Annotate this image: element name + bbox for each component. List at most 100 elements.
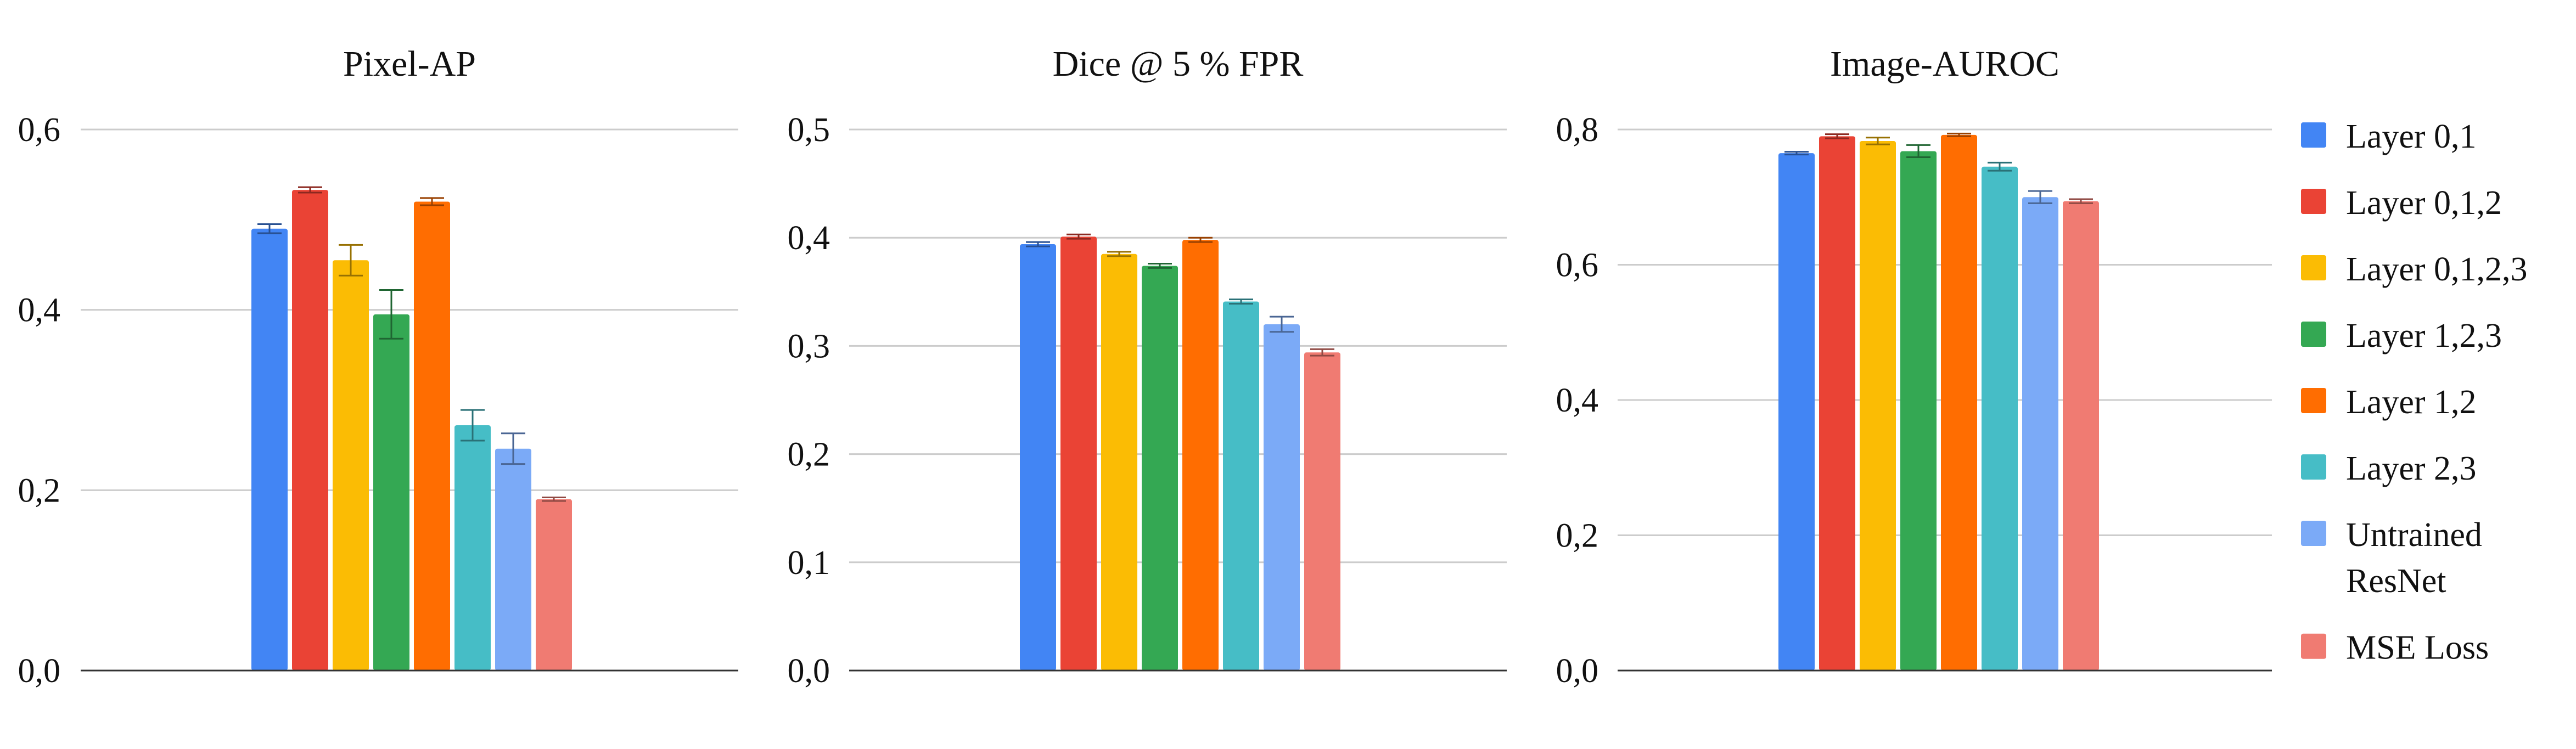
legend-swatch	[2301, 122, 2326, 148]
legend-swatch	[2301, 189, 2326, 214]
error-bar	[298, 186, 322, 194]
y-tick-label: 0,6	[1556, 247, 1599, 284]
bar	[1060, 236, 1097, 671]
bar	[1982, 166, 2018, 671]
y-tick-label: 0,0	[1556, 652, 1599, 690]
bar	[333, 260, 369, 671]
legend-label-line: Layer 0,1,2,3	[2346, 251, 2528, 288]
bar	[2063, 201, 2099, 671]
legend-swatch	[2301, 322, 2326, 347]
error-bar	[1866, 137, 1890, 145]
bar	[536, 499, 572, 671]
panel-2: Dice @ 5 % FPR 0,0 0,1 0,2 0,3 0,4 0,5	[788, 44, 1507, 690]
legend-swatch	[2301, 633, 2326, 659]
error-bar	[257, 223, 282, 234]
legend-label-line: Untrained	[2346, 516, 2482, 554]
y-tick-label: 0,3	[788, 328, 830, 365]
bar	[1778, 153, 1815, 671]
bar	[1304, 352, 1340, 671]
legend-swatch	[2301, 388, 2326, 413]
legend-label-line: Layer 0,1,2	[2346, 184, 2502, 222]
error-bar	[1148, 263, 1172, 269]
legend-label: Layer 0,1,2,3	[2346, 251, 2528, 288]
y-tick-label: 0,5	[788, 111, 830, 149]
error-bar	[1310, 348, 1334, 357]
error-bar	[2028, 190, 2052, 204]
legend-label: Layer 0,1	[2346, 118, 2477, 155]
legend-item: Layer 0,1,2,3	[2301, 251, 2528, 288]
bar	[1264, 324, 1300, 671]
error-bar	[1270, 316, 1294, 333]
y-tick-label: 0,2	[788, 436, 830, 474]
error-bar	[1825, 133, 1849, 139]
bar	[1860, 140, 1896, 671]
bar	[292, 190, 328, 671]
error-bar	[1229, 299, 1253, 305]
legend-label: MSE Loss	[2346, 629, 2489, 667]
error-bar	[1947, 132, 1971, 137]
legend-label-line: Layer 1,2,3	[2346, 317, 2502, 354]
y-tick-label: 0,4	[18, 292, 61, 329]
bar	[1819, 136, 1855, 671]
panel-1: Pixel-AP 0,0 0,2 0,4 0,6	[18, 44, 738, 690]
legend-label-line: MSE Loss	[2346, 629, 2489, 667]
bar	[1020, 244, 1056, 671]
legend-item: Layer 0,1,2	[2301, 184, 2502, 222]
y-tick-label: 0,1	[788, 544, 830, 582]
error-bar	[1026, 241, 1050, 247]
error-bar	[461, 409, 485, 442]
error-bar	[542, 496, 566, 502]
legend-item: Layer 0,1	[2301, 118, 2477, 155]
legend-label: Untrained ResNet	[2346, 516, 2482, 600]
legend-label-line: Layer 2,3	[2346, 450, 2477, 487]
error-bar	[1107, 251, 1131, 257]
y-tick-label: 0,0	[788, 652, 830, 690]
chart-title: Dice @ 5 % FPR	[1053, 44, 1304, 84]
y-tick-label: 0,6	[18, 111, 61, 149]
y-tick-label: 0,8	[1556, 111, 1599, 149]
legend-label-line: Layer 0,1	[2346, 118, 2477, 155]
error-bar	[501, 432, 525, 465]
legend-label: Layer 0,1,2	[2346, 184, 2502, 222]
y-tick-label: 0,2	[1556, 517, 1599, 555]
bar	[373, 314, 409, 671]
bar	[1941, 134, 1977, 671]
error-bar	[379, 289, 403, 340]
legend-label: Layer 1,2,3	[2346, 317, 2502, 354]
bar	[414, 201, 450, 671]
legend-swatch	[2301, 255, 2326, 280]
legend-swatch	[2301, 454, 2326, 480]
error-bar	[1188, 236, 1213, 243]
bar	[251, 228, 288, 671]
panel-3: Image-AUROC 0,0 0,2 0,4 0,6 0,8	[1556, 44, 2272, 690]
chart-title: Pixel-AP	[343, 44, 476, 84]
legend-item: Untrained ResNet	[2301, 516, 2482, 600]
legend-item: Layer 2,3	[2301, 450, 2477, 487]
bar	[2022, 197, 2058, 671]
bar	[495, 448, 531, 671]
legend-item: Layer 1,2,3	[2301, 317, 2502, 354]
legend: Layer 0,1 Layer 0,1,2 Layer 0,1,2,3 Layer 1…	[2301, 118, 2528, 667]
legend-label: Layer 1,2	[2346, 384, 2477, 421]
bar	[454, 425, 491, 671]
y-tick-label: 0,4	[1556, 382, 1599, 419]
legend-label-line: ResNet	[2346, 562, 2446, 600]
y-tick-label: 0,0	[18, 652, 61, 690]
y-tick-label: 0,2	[18, 472, 61, 509]
legend-label-line: Layer 1,2	[2346, 384, 2477, 421]
error-bar	[339, 244, 363, 277]
legend-label: Layer 2,3	[2346, 450, 2477, 487]
bar	[1900, 151, 1937, 671]
legend-swatch	[2301, 521, 2326, 546]
legend-item: Layer 1,2	[2301, 384, 2477, 421]
error-bar	[420, 197, 444, 206]
bar	[1101, 254, 1137, 671]
error-bar	[1784, 151, 1809, 156]
error-bar	[2069, 198, 2093, 204]
error-bar	[1988, 161, 2012, 172]
bar	[1142, 266, 1178, 671]
bar	[1182, 240, 1219, 671]
chart-title: Image-AUROC	[1830, 44, 2059, 84]
y-tick-label: 0,4	[788, 219, 830, 257]
